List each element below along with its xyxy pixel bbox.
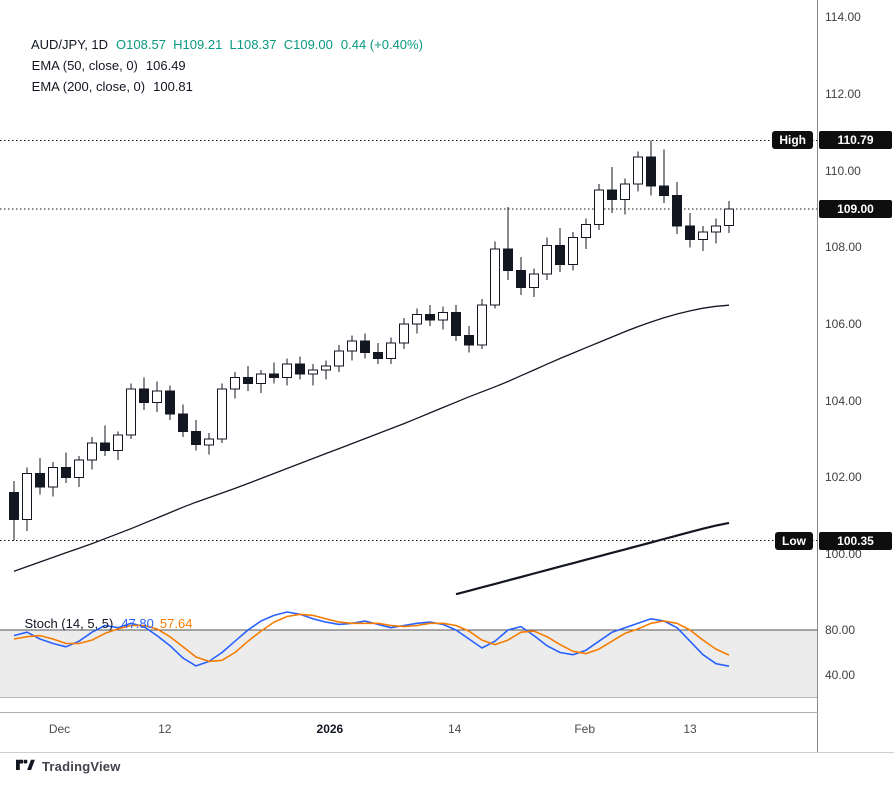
ema200-label[interactable]: EMA (200, close, 0) <box>31 79 146 94</box>
time-tick-label: Feb <box>574 722 596 736</box>
legend-row-symbol: AUD/JPY, 1D O108.57 H109.21 L108.37 C109.… <box>10 13 423 52</box>
legend: AUD/JPY, 1D O108.57 H109.21 L108.37 C109.… <box>10 13 423 94</box>
price-tick-label: 106.00 <box>825 316 862 331</box>
stoch-tick-label: 80.00 <box>825 622 856 637</box>
ema50-value: 106.49 <box>145 58 186 73</box>
stoch-legend: Stoch (14, 5, 5) 47.80 57.64 <box>10 600 192 631</box>
price-tick-label: 114.00 <box>825 10 861 25</box>
stoch-label[interactable]: Stoch (14, 5, 5) <box>24 616 114 631</box>
ohlc-values: O108.57 H109.21 L108.37 C109.00 <box>116 37 333 52</box>
price-axis[interactable]: 114.00 112.00 110.00 108.00 106.00 104.00 102.… <box>818 0 894 752</box>
legend-row-ema200: EMA (200, close, 0) 100.81 <box>10 55 423 94</box>
time-tick-label: 2026 <box>316 722 344 736</box>
time-tick-label: 14 <box>448 722 462 736</box>
time-tick-label: 13 <box>683 722 697 736</box>
stoch-tick-label: 40.00 <box>825 667 856 682</box>
price-tick-label: 108.00 <box>825 240 862 255</box>
time-tick-label: 12 <box>158 722 172 736</box>
legend-row-ema50: EMA (50, close, 0) 106.49 <box>10 34 423 73</box>
price-tick-label: 112.00 <box>825 86 861 101</box>
symbol-title[interactable]: AUD/JPY, 1D <box>30 37 109 52</box>
change-value: 0.44 (+0.40%) <box>340 37 423 52</box>
time-axis-separator <box>0 712 894 713</box>
ema50-label[interactable]: EMA (50, close, 0) <box>31 58 138 73</box>
price-tick-label: 100.00 <box>825 546 862 561</box>
price-tick-label: 102.00 <box>825 470 862 485</box>
stoch-d-value: 57.64 <box>159 616 193 631</box>
price-tick-label: 110.00 <box>825 163 861 178</box>
tradingview-logo[interactable]: TradingView <box>16 759 121 774</box>
time-axis[interactable]: Dec 12 2026 14 Feb 13 <box>0 712 817 752</box>
ema200-value: 100.81 <box>153 79 193 94</box>
price-tick-label: 104.00 <box>825 393 862 408</box>
tradingview-logo-icon <box>16 759 35 771</box>
stoch-k-value: 47.80 <box>121 616 154 631</box>
main-pane-svg[interactable] <box>0 0 817 600</box>
price-axis-separator <box>817 0 818 752</box>
tradingview-logo-text: TradingView <box>42 759 121 774</box>
time-tick-label: Dec <box>48 722 71 736</box>
stoch-pane-svg[interactable] <box>0 600 817 712</box>
chart-bottom-border <box>0 752 894 753</box>
